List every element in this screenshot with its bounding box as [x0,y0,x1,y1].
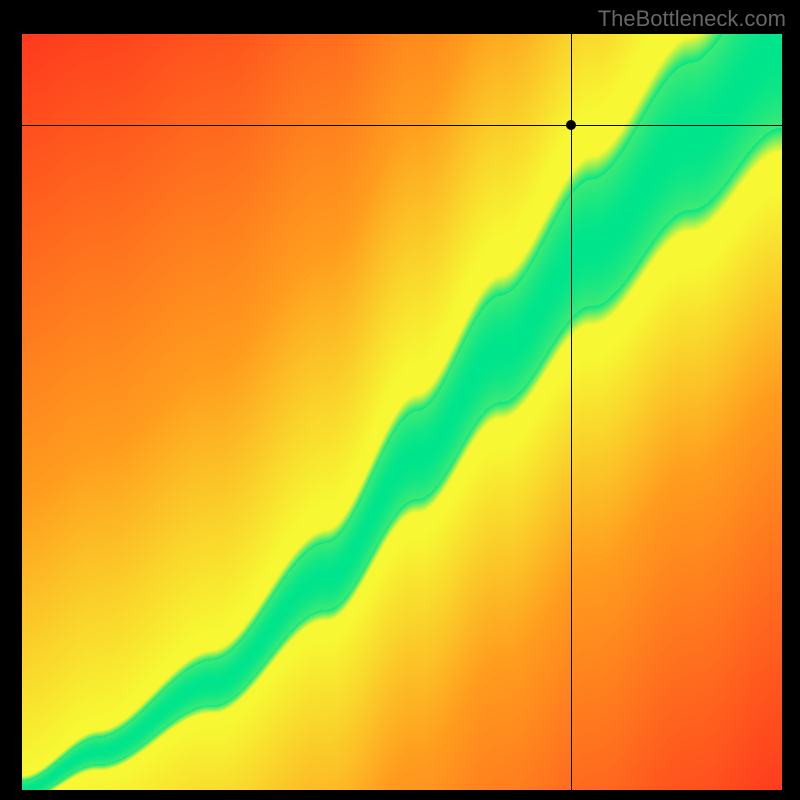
attribution-label: TheBottleneck.com [598,6,786,32]
plot-area [22,34,782,790]
crosshair-horizontal [22,125,782,126]
heatmap-canvas [22,34,782,790]
crosshair-marker [566,120,576,130]
crosshair-vertical [571,34,572,790]
